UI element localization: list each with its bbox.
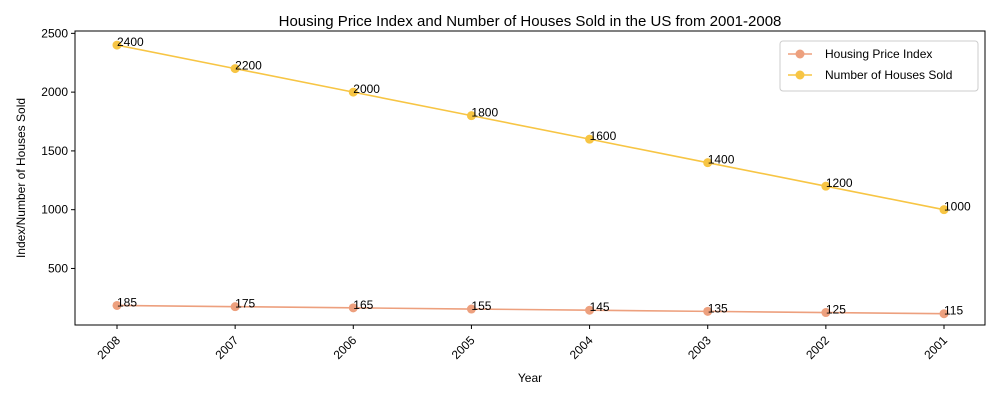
data-point [112, 40, 122, 50]
legend-label: Housing Price Index [825, 47, 932, 61]
chart-title: Housing Price Index and Number of Houses… [279, 13, 782, 30]
legend-frame [779, 40, 979, 92]
data-point [230, 302, 240, 312]
data-label: 125 [826, 303, 846, 317]
x-axis-title: Year [518, 371, 542, 385]
data-point [348, 87, 358, 97]
y-tick-label: 1500 [41, 144, 68, 158]
data-point [703, 158, 713, 168]
y-tick-label: 500 [48, 261, 68, 275]
data-label: 1600 [590, 129, 617, 143]
data-point [585, 305, 595, 315]
x-tick-label: 2002 [803, 333, 832, 362]
data-label: 1000 [944, 200, 971, 214]
data-label: 1800 [471, 106, 498, 120]
data-label: 1200 [826, 176, 853, 190]
data-label: 135 [708, 301, 728, 315]
data-point [112, 300, 122, 310]
x-tick-label: 2006 [331, 333, 360, 362]
legend: Housing Price Index Number of Houses Sold [779, 40, 979, 92]
x-tick-label: 2004 [567, 333, 596, 362]
data-point [585, 134, 595, 144]
data-point [939, 205, 949, 215]
y-axis-title: Index/Number of Houses Sold [14, 98, 28, 258]
legend-marker [795, 49, 805, 59]
x-tick-label: 2003 [685, 333, 714, 362]
data-point [466, 304, 476, 314]
y-tick-label: 2000 [41, 85, 68, 99]
legend-label: Number of Houses Sold [825, 68, 952, 82]
data-point [348, 303, 358, 313]
x-tick-label: 2001 [921, 333, 950, 362]
x-tick-label: 2008 [94, 333, 123, 362]
data-point [821, 181, 831, 191]
data-label: 2400 [117, 35, 144, 49]
data-point [821, 308, 831, 318]
data-label: 185 [117, 295, 137, 309]
data-label: 2000 [353, 82, 380, 96]
data-label: 145 [590, 300, 610, 314]
y-tick-label: 1000 [41, 203, 68, 217]
data-point [703, 306, 713, 316]
data-point [466, 111, 476, 121]
data-point [939, 309, 949, 319]
data-label: 1400 [708, 153, 735, 167]
data-label: 155 [471, 299, 491, 313]
data-label: 2200 [235, 59, 262, 73]
data-label: 115 [944, 304, 963, 318]
data-label: 175 [235, 297, 255, 311]
series-line-0 [116, 304, 945, 315]
data-label: 165 [353, 298, 373, 312]
x-tick-label: 2005 [449, 333, 478, 362]
data-point [230, 64, 240, 74]
x-tick-label: 2007 [212, 333, 241, 362]
series-line-1 [116, 44, 945, 211]
y-tick-label: 2500 [41, 26, 68, 40]
legend-marker [795, 70, 805, 80]
plot-frame [74, 30, 986, 326]
